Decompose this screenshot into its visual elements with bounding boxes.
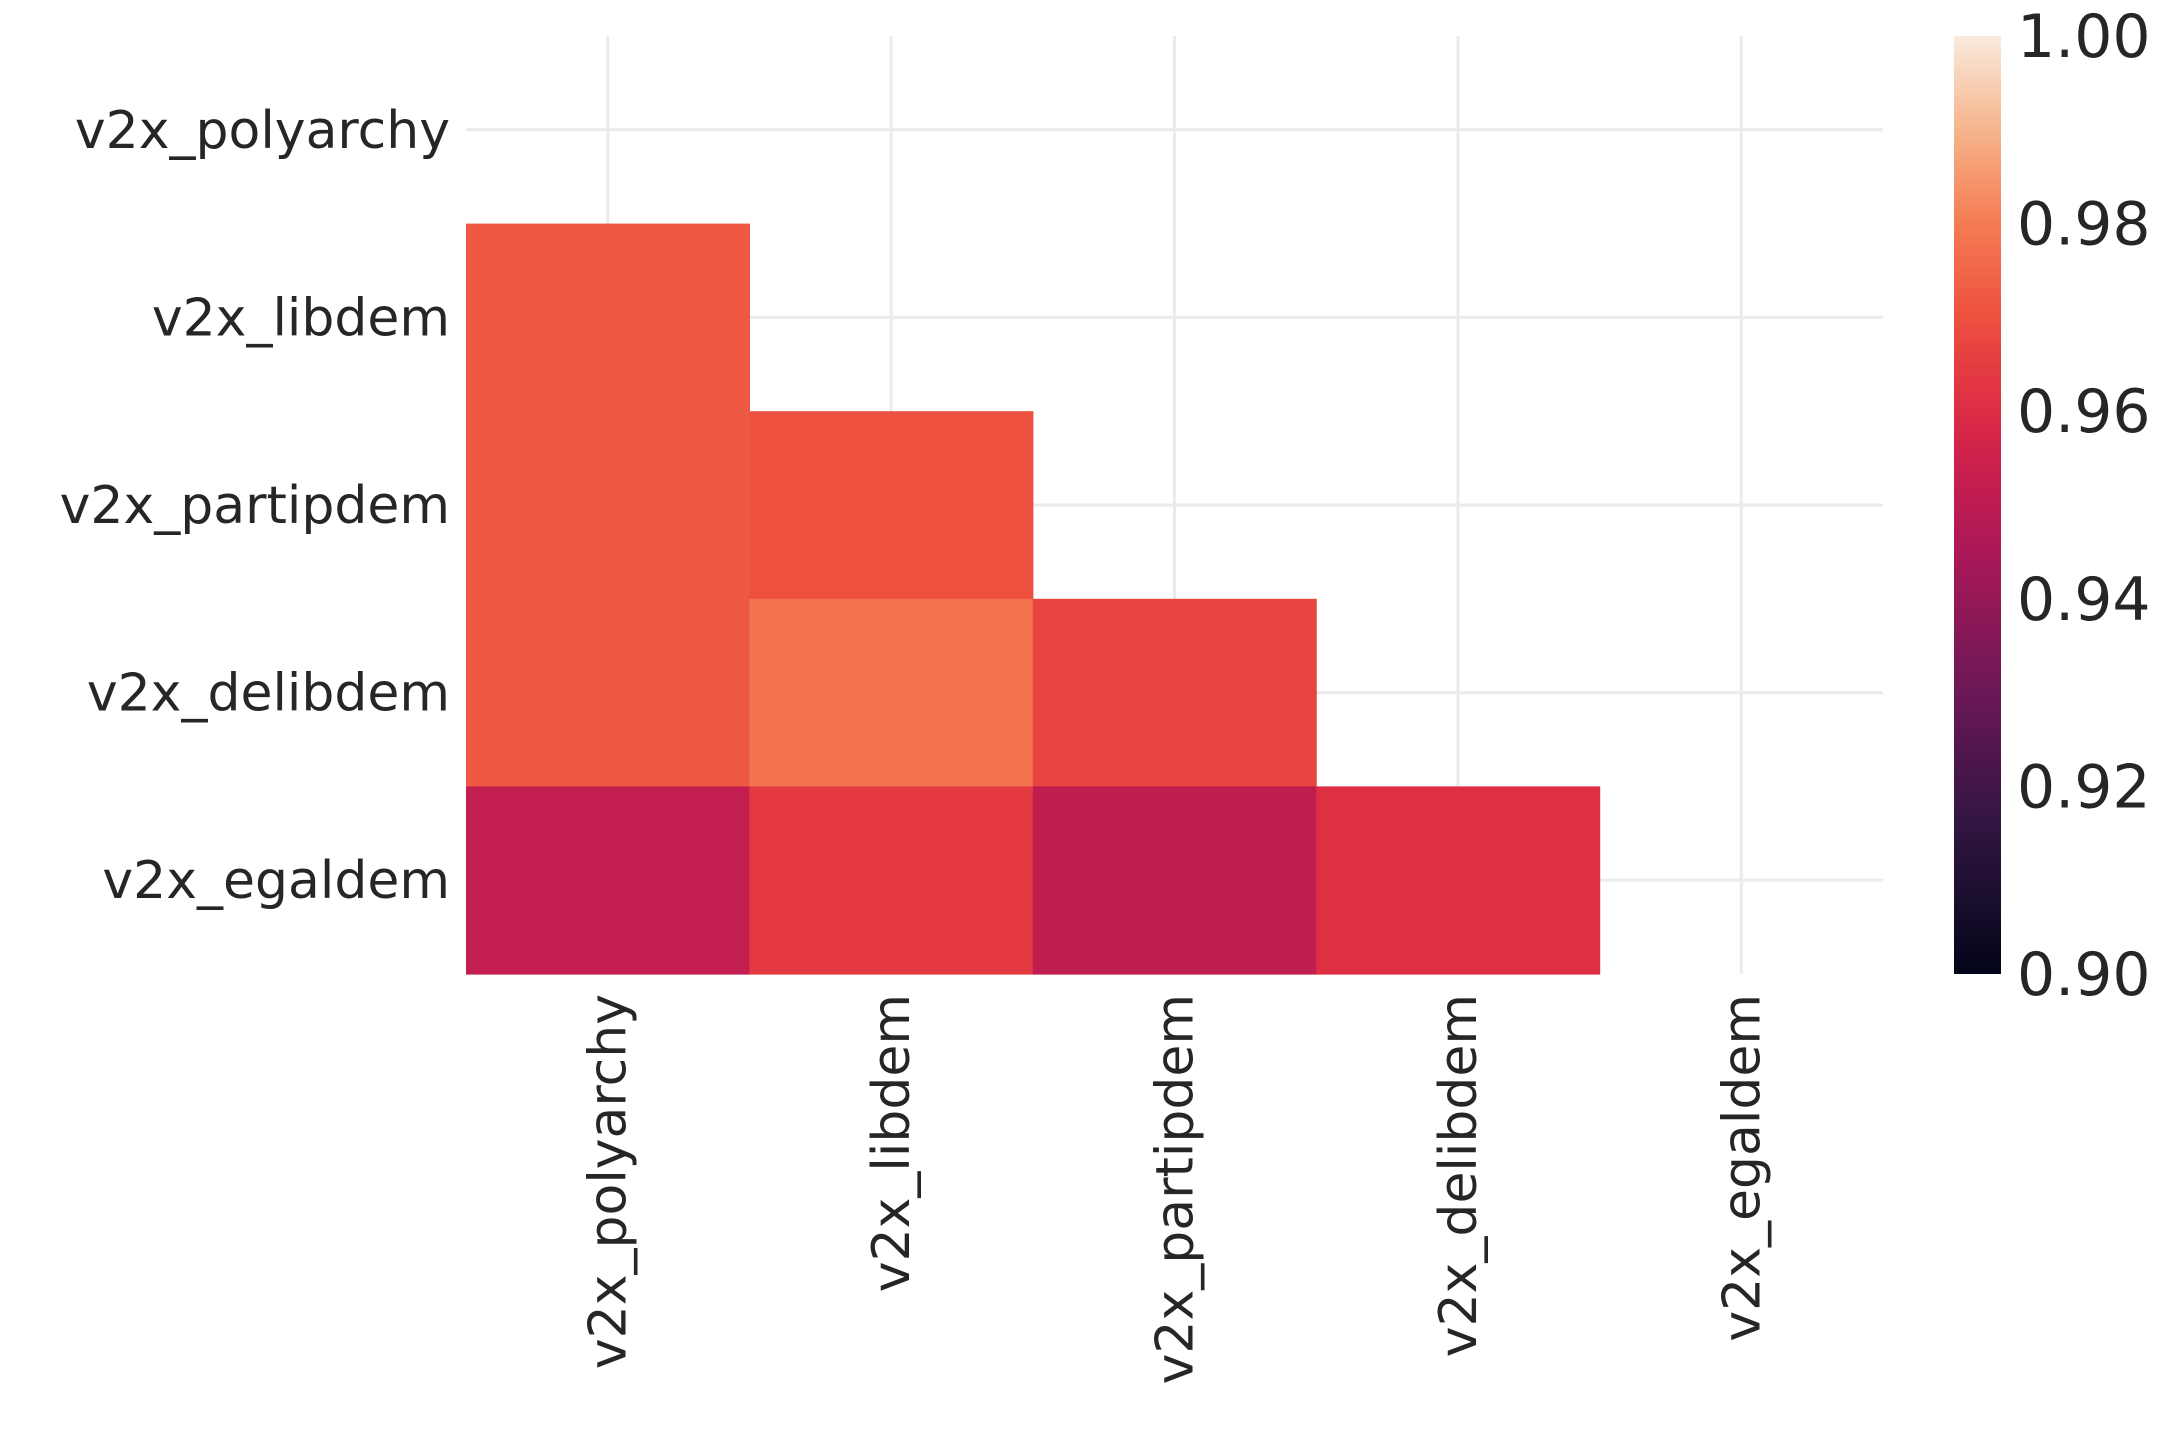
colorbar-tick-label: 0.92 <box>2017 752 2151 822</box>
heatmap-cell <box>749 411 1034 600</box>
colorbar: 0.90 0.92 0.94 0.96 0.98 1.00 <box>1954 2 2151 1010</box>
x-tick-label: v2x_delibdem <box>1429 994 1489 1357</box>
x-tick-label: v2x_libdem <box>862 994 922 1292</box>
y-tick-label: v2x_polyarchy <box>75 101 450 161</box>
heatmap-cell <box>466 411 750 600</box>
x-tick-label: v2x_egaldem <box>1712 994 1772 1342</box>
y-tick-label: v2x_delibdem <box>87 664 450 724</box>
colorbar-tick-label: 0.96 <box>2017 377 2151 447</box>
heatmap-cell <box>1032 786 1317 975</box>
x-tick-label: v2x_polyarchy <box>579 994 639 1369</box>
x-tick-label: v2x_partipdem <box>1146 994 1206 1384</box>
colorbar-tick-label: 0.94 <box>2017 565 2151 635</box>
heatmap-cells <box>466 223 1601 975</box>
y-tick-labels: v2x_polyarchy v2x_libdem v2x_partipdem v2x_… <box>60 101 450 911</box>
heatmap-cell <box>466 786 750 975</box>
heatmap-cell <box>749 598 1034 787</box>
heatmap-cell <box>1316 786 1601 975</box>
colorbar-gradient <box>1954 36 2001 974</box>
heatmap-cell <box>749 786 1034 975</box>
y-tick-label: v2x_egaldem <box>102 851 450 911</box>
y-tick-label: v2x_partipdem <box>60 476 450 536</box>
x-tick-labels: v2x_polyarchy v2x_libdem v2x_partipdem v2x_… <box>579 994 1773 1384</box>
colorbar-tick-label: 0.90 <box>2017 940 2151 1010</box>
y-tick-label: v2x_libdem <box>152 288 450 348</box>
heatmap-cell <box>1032 598 1317 787</box>
heatmap-cell <box>466 598 750 787</box>
colorbar-tick-label: 1.00 <box>2017 2 2151 72</box>
colorbar-tick-label: 0.98 <box>2017 190 2151 260</box>
heatmap-cell <box>466 223 750 412</box>
